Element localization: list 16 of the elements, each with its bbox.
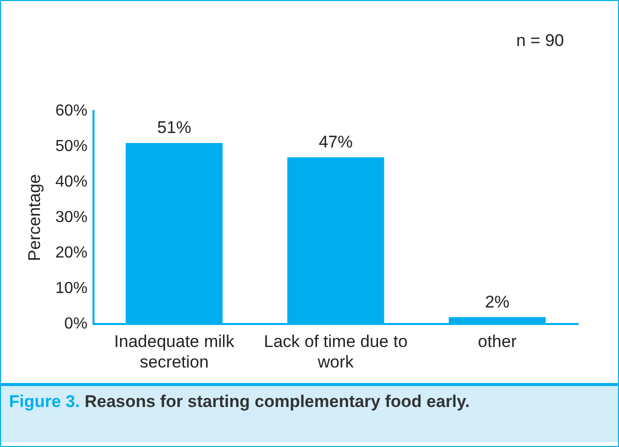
data-label: 2% (484, 292, 510, 312)
y-tick-label: 30% (55, 209, 88, 226)
text: Figure 3. Reasons for starting complementary food early. (1, 383, 618, 442)
x-tick-label: Lack of time due to work (264, 332, 408, 372)
y-tick-label: 40% (55, 173, 88, 190)
y-tick-label: 50% (55, 138, 88, 155)
y-tick-label: 60% (55, 102, 88, 120)
x-tick-label: Inadequate milk secretion (114, 332, 235, 372)
y-tick-label: 10% (55, 280, 88, 298)
x-tick-label: other (478, 332, 517, 352)
y-axis-title: Percentage (24, 174, 44, 262)
data-label: 51% (157, 118, 192, 138)
data-label: 47% (318, 132, 353, 152)
y-tick-label: 0% (64, 316, 88, 333)
text: n = 90 (516, 31, 564, 51)
y-tick-label: 20% (55, 244, 88, 262)
